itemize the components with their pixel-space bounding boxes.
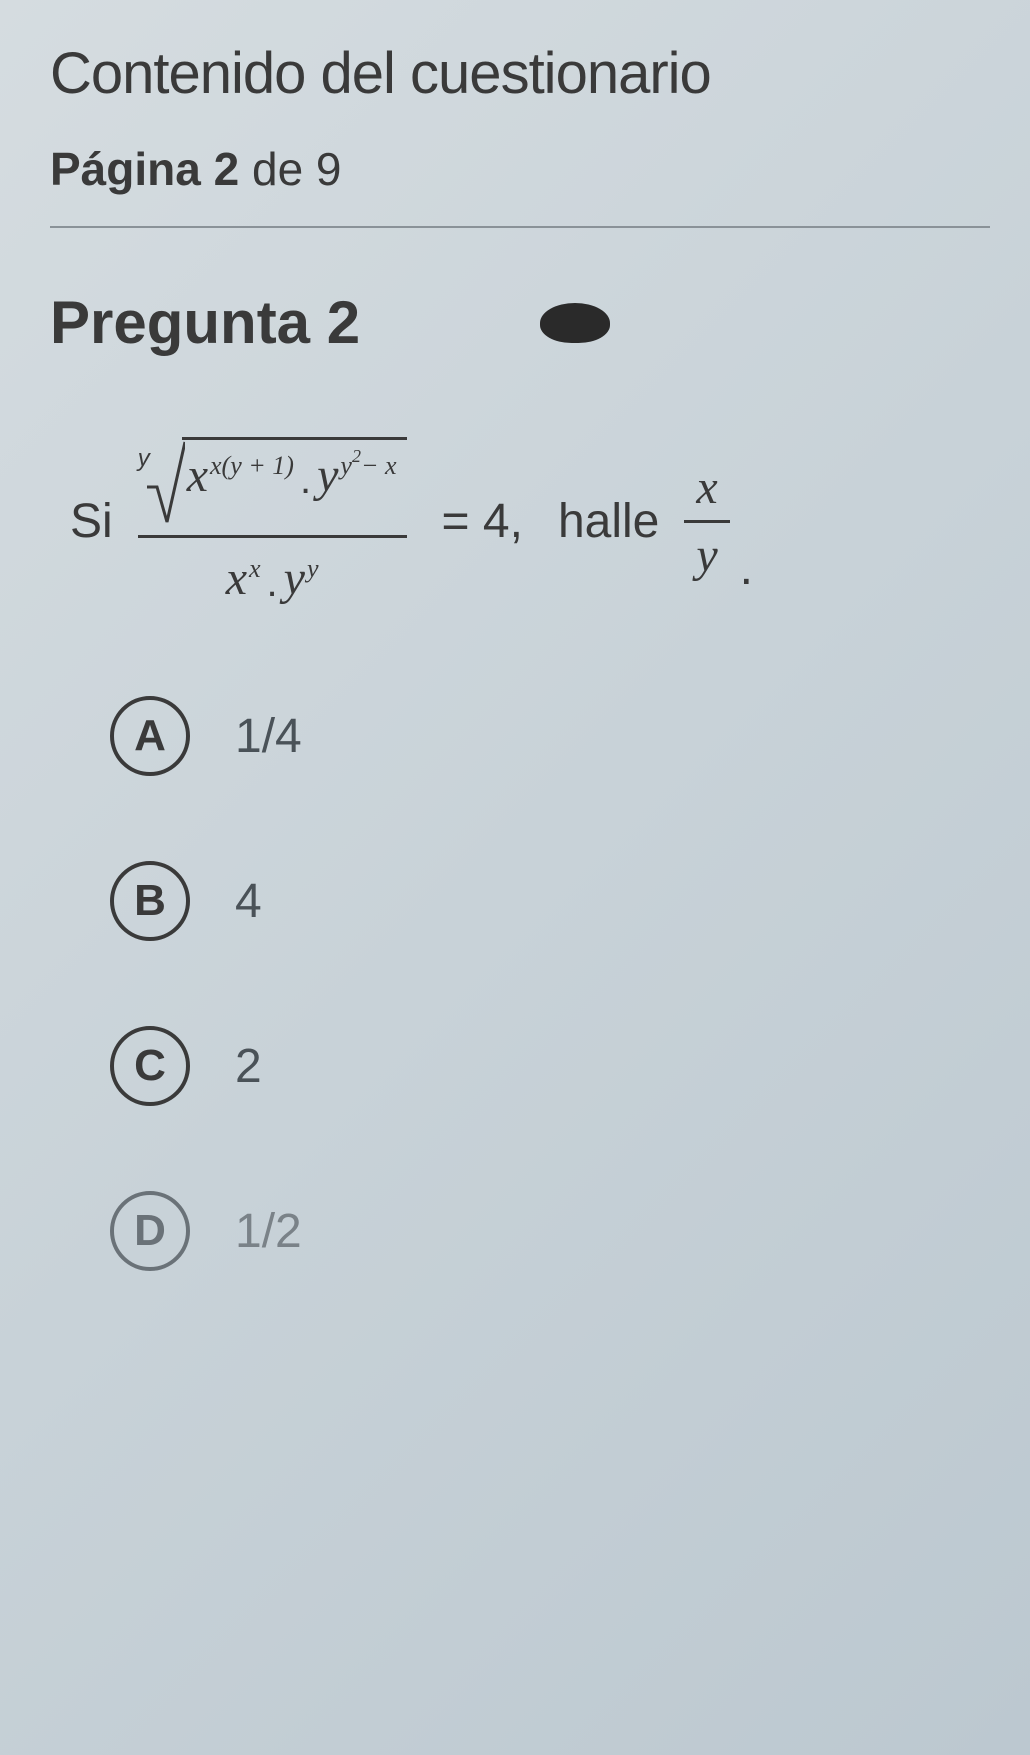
radicand: x x(y + 1) . y y2− x (182, 437, 407, 503)
option-circle-a: A (110, 696, 190, 776)
question-title: Pregunta 2 (50, 288, 360, 357)
equation: Si y x x(y + 1) . y y2− x x (70, 437, 990, 606)
root: y x x(y + 1) . y y2− x (138, 437, 407, 527)
result-fraction: x y (684, 460, 729, 583)
numerator: y x x(y + 1) . y y2− x (138, 437, 407, 538)
page-current: Página 2 (50, 143, 239, 195)
option-letter-d: D (134, 1206, 166, 1256)
option-circle-b: B (110, 861, 190, 941)
cloud-icon (540, 303, 610, 343)
option-text-d: 1/2 (235, 1204, 302, 1259)
option-text-c: 2 (235, 1039, 262, 1094)
mult-dot-2: . (267, 561, 278, 606)
radicand-y-exp-sup: 2 (352, 446, 361, 466)
radicand-x-exp: x(y + 1) (210, 451, 294, 481)
denom-x: x (226, 551, 247, 606)
option-text-b: 4 (235, 874, 262, 929)
option-circle-d: D (110, 1191, 190, 1271)
radicand-y-exp: y2− x (340, 451, 396, 481)
radical-symbol (145, 437, 185, 527)
mult-dot-1: . (300, 458, 311, 503)
section-divider (50, 226, 990, 228)
quiz-content-title: Contenido del cuestionario (50, 40, 990, 107)
radicand-y: y (317, 448, 338, 503)
radicand-y-exp-tail: − x (361, 451, 397, 480)
question-header: Pregunta 2 (50, 288, 990, 357)
denom-y: y (284, 551, 305, 606)
denom-x-exp: x (249, 554, 261, 584)
option-c[interactable]: C 2 (110, 1026, 990, 1106)
option-letter-a: A (134, 711, 166, 761)
option-text-a: 1/4 (235, 709, 302, 764)
si-label: Si (70, 494, 113, 549)
option-letter-c: C (134, 1041, 166, 1091)
radicand-x: x (187, 448, 208, 503)
main-fraction: y x x(y + 1) . y y2− x x x . y y (138, 437, 407, 606)
options-list: A 1/4 B 4 C 2 D 1/2 (110, 696, 990, 1271)
option-b[interactable]: B 4 (110, 861, 990, 941)
option-a[interactable]: A 1/4 (110, 696, 990, 776)
frac-bottom: y (696, 529, 717, 582)
denom-y-exp: y (307, 554, 319, 584)
frac-top: x (696, 461, 717, 514)
equals-value: = 4, (442, 494, 523, 549)
radicand-y-exp-base: y (340, 451, 352, 480)
option-circle-c: C (110, 1026, 190, 1106)
option-letter-b: B (134, 876, 166, 926)
denominator: x x . y y (226, 546, 319, 606)
page-indicator: Página 2 de 9 (50, 142, 990, 196)
equation-period: . (740, 541, 753, 596)
page-total: de 9 (239, 143, 341, 195)
option-d[interactable]: D 1/2 (110, 1191, 990, 1271)
halle-label: halle (558, 494, 659, 549)
